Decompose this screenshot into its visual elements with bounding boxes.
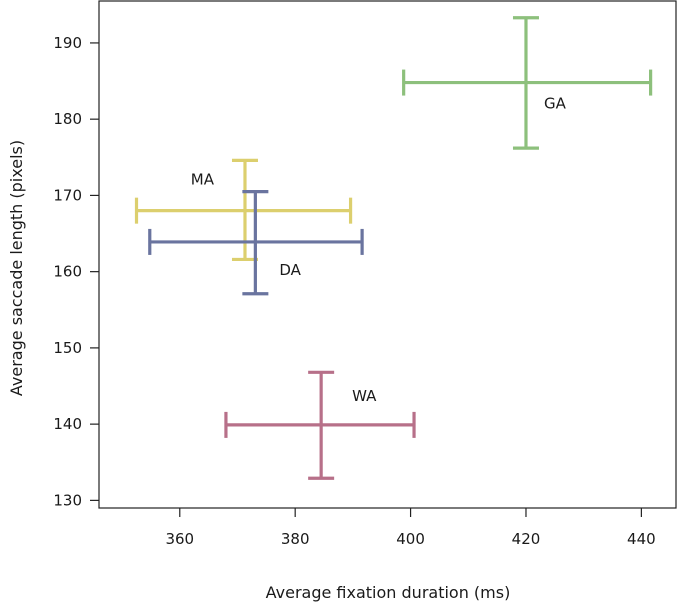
y-axis: 130 140 150 160 170 180 190 [53, 34, 99, 509]
x-axis-label: Average fixation duration (ms) [266, 583, 511, 602]
y-tick-label: 150 [53, 339, 82, 357]
x-axis: 360 380 400 420 440 [165, 508, 656, 548]
y-axis-label: Average saccade length (pixels) [7, 140, 26, 396]
plot-frame [98, 0, 677, 509]
y-tick-label: 170 [53, 186, 82, 204]
point-label: WA [352, 387, 377, 405]
y-tick-label: 190 [53, 34, 82, 52]
point-label: MA [191, 171, 215, 189]
x-tick-label: 380 [281, 530, 310, 548]
point-label: GA [544, 95, 567, 113]
y-tick-label: 180 [53, 110, 82, 128]
error-cross-ga: GA [402, 16, 653, 150]
x-tick-label: 440 [627, 530, 656, 548]
y-tick-label: 130 [53, 491, 82, 509]
error-cross-ma: MA [134, 158, 353, 262]
series-layer: GA MA DA WA [134, 16, 653, 480]
error-cross-da: DA [148, 190, 364, 296]
y-tick-label: 160 [53, 263, 82, 281]
x-tick-label: 360 [165, 530, 194, 548]
x-tick-label: 420 [512, 530, 541, 548]
point-label: DA [279, 261, 301, 279]
x-tick-label: 400 [396, 530, 425, 548]
error-cross-wa: WA [224, 370, 416, 480]
y-tick-label: 140 [53, 415, 82, 433]
